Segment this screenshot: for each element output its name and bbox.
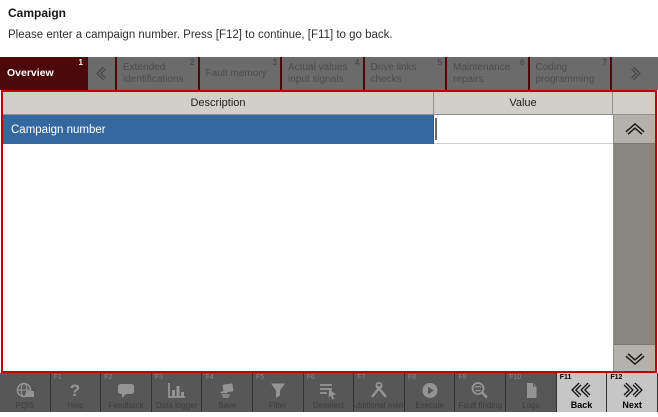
hand-disk-icon xyxy=(220,383,234,398)
tab-number: 4 xyxy=(355,58,360,67)
fkey-label: F2 xyxy=(104,374,113,381)
list-cursor-icon xyxy=(320,384,337,400)
document-icon xyxy=(526,383,537,398)
toolbar-button-help[interactable]: F1 ? Help xyxy=(50,373,102,412)
toolbar-button-logs[interactable]: F10 Logs xyxy=(506,373,557,412)
fkey-label: F3 xyxy=(154,374,163,381)
tab-label: Fault memory xyxy=(205,67,267,79)
brain-magnifier-icon xyxy=(471,382,489,399)
toolbar-button-label: Deselect xyxy=(312,401,345,410)
column-header-value: Value xyxy=(434,92,613,115)
toolbar-button-label: Execute xyxy=(415,401,445,410)
tab-label: Coding programming xyxy=(535,62,595,85)
play-circle-icon xyxy=(422,383,438,398)
tools-icon xyxy=(371,382,387,398)
instruction-text: Please enter a campaign number. Press [F… xyxy=(8,29,393,41)
column-header-description: Description xyxy=(3,92,434,115)
toolbar-button-label: Next xyxy=(622,400,642,410)
fkey-label: F6 xyxy=(306,374,315,381)
tab-number: 3 xyxy=(272,58,277,67)
fkey-label: F7 xyxy=(357,374,366,381)
toolbar-button-label: Save xyxy=(218,401,237,410)
tab-fault-memory[interactable]: Fault memory 3 xyxy=(199,57,280,90)
toolbar-button-label: Feedback xyxy=(108,401,144,410)
question-mark-icon: ? xyxy=(70,381,80,400)
row-value-cell xyxy=(434,115,613,144)
scrollbar-track[interactable] xyxy=(613,144,655,371)
toolbar-button-label: Additional menu xyxy=(354,401,404,410)
double-chevron-left-icon xyxy=(570,382,590,398)
tab-label: Actual values input signals xyxy=(288,62,348,85)
chevron-up-icon xyxy=(624,122,645,135)
scrollbar-down-button[interactable] xyxy=(614,344,655,371)
toolbar-button-label: Logs xyxy=(522,401,540,410)
tab-label: Maintenance repairs xyxy=(453,62,511,85)
page-title: Campaign xyxy=(8,6,67,20)
fkey-label: F11 xyxy=(559,374,572,381)
globe-stamp-icon xyxy=(16,382,34,398)
row-description-cell[interactable]: Campaign number xyxy=(3,115,434,144)
double-chevron-right-icon xyxy=(623,382,643,398)
toolbar-button-label: PQIS xyxy=(15,401,35,410)
tab-number: 2 xyxy=(190,58,195,67)
toolbar-button-label: Fault finding xyxy=(458,401,503,410)
toolbar-button-pqis[interactable]: PQIS xyxy=(0,373,51,412)
fkey-label: F10 xyxy=(509,374,522,381)
chevron-left-icon xyxy=(96,66,106,81)
fkey-label: F4 xyxy=(205,374,214,381)
tab-strip: Overview 1 Extended identifications 2 Fa… xyxy=(0,57,658,90)
fkey-label: F5 xyxy=(256,374,265,381)
scrollbar-header-corner xyxy=(613,92,655,115)
function-key-toolbar: PQIS F1 ? Help F2 Feedback F3 xyxy=(0,373,658,412)
toolbar-button-additional-menu[interactable]: F7 Additional menu xyxy=(354,373,405,412)
toolbar-button-save[interactable]: F4 Save xyxy=(202,373,254,412)
tab-actual-values-input-signals[interactable]: Actual values input signals 4 xyxy=(282,57,363,90)
toolbar-button-next[interactable]: F12 Next xyxy=(607,373,658,412)
tab-scroll-right-button[interactable] xyxy=(612,57,658,90)
fkey-label: F1 xyxy=(53,374,62,381)
table-row: Campaign number xyxy=(3,115,655,144)
tab-coding-programming[interactable]: Coding programming 7 xyxy=(529,57,610,90)
toolbar-button-execute[interactable]: F8 Execute xyxy=(404,373,456,412)
table-header-row: Description Value xyxy=(3,92,655,115)
svg-text:?: ? xyxy=(70,381,80,400)
tab-label: Extended identifications xyxy=(123,62,184,85)
tab-number: 5 xyxy=(437,58,442,67)
tab-number: 6 xyxy=(520,58,525,67)
tab-number: 1 xyxy=(78,58,83,67)
tab-label: Drive links checks xyxy=(370,62,417,85)
toolbar-button-data-logger[interactable]: F3 Data logger xyxy=(151,373,203,412)
toolbar-button-label: Filter xyxy=(268,401,287,410)
chevron-down-icon xyxy=(624,352,645,365)
campaign-number-input[interactable] xyxy=(434,115,613,143)
tab-number: 7 xyxy=(602,58,607,67)
speech-bubble-icon xyxy=(118,384,135,398)
fkey-label: F12 xyxy=(610,374,623,381)
table-body xyxy=(3,144,655,371)
fkey-label: F9 xyxy=(458,374,467,381)
tab-scroll-left-button[interactable] xyxy=(88,57,115,90)
toolbar-button-label: Data logger xyxy=(155,401,198,410)
toolbar-button-label: Back xyxy=(570,400,593,410)
toolbar-button-deselect[interactable]: F6 Deselect xyxy=(303,373,355,412)
toolbar-button-feedback[interactable]: F2 Feedback xyxy=(101,373,152,412)
tab-maintenance-repairs[interactable]: Maintenance repairs 6 xyxy=(447,57,528,90)
campaign-table-panel: Description Value Campaign number xyxy=(1,90,657,373)
toolbar-button-label: Help xyxy=(67,401,84,410)
tab-overview[interactable]: Overview 1 xyxy=(0,57,86,90)
tab-label: Overview xyxy=(7,67,54,80)
table-empty-area xyxy=(3,144,613,371)
toolbar-button-filter[interactable]: F5 Filter xyxy=(253,373,304,412)
fkey-label: F8 xyxy=(407,374,417,381)
toolbar-button-back[interactable]: F11 Back xyxy=(556,373,608,412)
bar-chart-icon xyxy=(167,383,185,398)
scrollbar-up-button[interactable] xyxy=(613,115,655,144)
toolbar-button-fault-finding[interactable]: F9 Fault finding xyxy=(455,373,507,412)
tab-drive-links-checks[interactable]: Drive links checks 5 xyxy=(364,57,445,90)
tab-extended-identifications[interactable]: Extended identifications 2 xyxy=(117,57,198,90)
funnel-icon xyxy=(270,383,285,398)
chevron-right-icon xyxy=(630,66,641,81)
